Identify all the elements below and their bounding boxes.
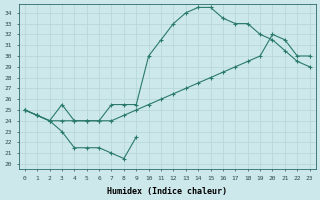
- X-axis label: Humidex (Indice chaleur): Humidex (Indice chaleur): [107, 187, 227, 196]
